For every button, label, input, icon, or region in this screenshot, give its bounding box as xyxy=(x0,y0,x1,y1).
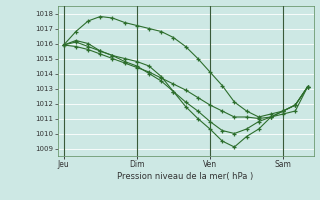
X-axis label: Pression niveau de la mer( hPa ): Pression niveau de la mer( hPa ) xyxy=(117,172,254,181)
